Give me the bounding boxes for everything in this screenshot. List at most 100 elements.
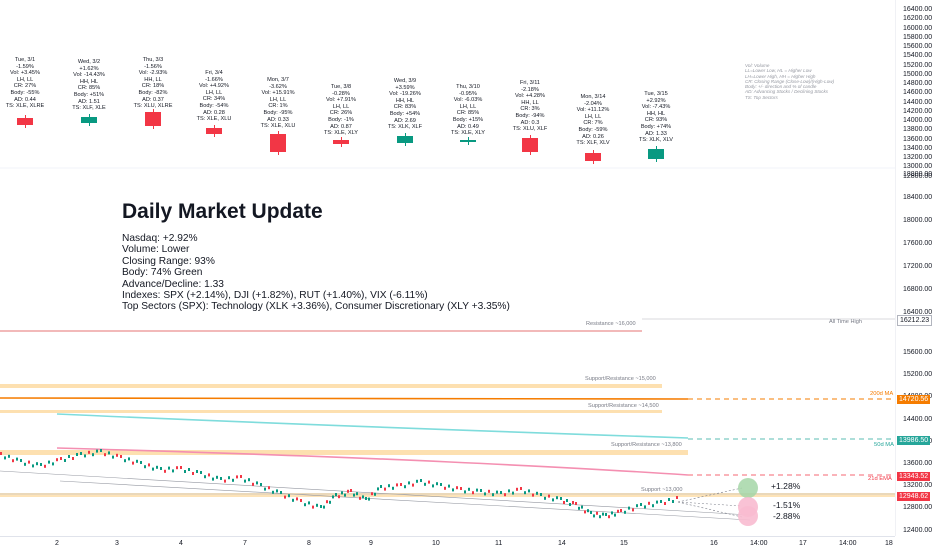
- price-axis[interactable]: [895, 0, 932, 536]
- time-axis-tick: 9: [369, 540, 373, 547]
- projection-down2-marker: [738, 506, 758, 526]
- intraday-candle: [400, 483, 402, 486]
- candle-summary-line: CR: 83%: [393, 104, 417, 111]
- candle-summary-line: +1.62%: [79, 65, 99, 72]
- intraday-candle: [308, 501, 310, 505]
- price-axis-tick: 16800.00: [903, 286, 932, 293]
- intraday-candle: [347, 489, 349, 493]
- intraday-candle: [377, 487, 379, 491]
- intraday-candle: [590, 511, 592, 514]
- intraday-candle: [652, 504, 654, 508]
- candle-summary-line: Body: +51%: [73, 91, 105, 98]
- intraday-candle: [124, 459, 126, 463]
- price-axis-tick: 13600.00: [903, 135, 932, 143]
- intraday-candle: [284, 495, 286, 499]
- candle-summary-line: Body: -59%: [578, 126, 608, 133]
- ema21-label: 21d EMA: [868, 476, 892, 482]
- intraday-candle: [584, 510, 586, 514]
- daily-candle-wick: [468, 137, 469, 145]
- candle-summary-line: Fri, 3/11: [519, 80, 541, 86]
- abbreviation-legend: Vol: Volume LL=Lower Low, HL = Higher Lo…: [745, 63, 834, 100]
- legend-line: AD: Advancing Stocks / Declining Stocks: [745, 89, 829, 95]
- intraday-candle: [260, 483, 262, 486]
- candle-summary-line: CR: 34%: [202, 96, 226, 103]
- intraday-candle: [108, 451, 110, 455]
- time-axis-tick: 10: [432, 540, 440, 547]
- intraday-candle: [602, 512, 604, 516]
- daily-candle-wick: [153, 109, 154, 129]
- all-time-high-label: All Time High: [829, 319, 862, 325]
- intraday-candle: [544, 496, 546, 500]
- candle-summary-line: Vol: -14.43%: [73, 72, 105, 79]
- intraday-candle: [48, 460, 50, 464]
- candle-summary-line: LH, LL: [205, 89, 223, 96]
- time-axis-tick: 16: [710, 540, 718, 547]
- intraday-candle: [326, 500, 328, 504]
- candle-summary-line: TS: XLE, XLU: [196, 116, 232, 123]
- intraday-candle: [220, 477, 222, 480]
- intraday-candle: [128, 457, 130, 461]
- intraday-candle: [176, 466, 178, 470]
- intraday-candle: [668, 498, 670, 501]
- intraday-candle: [204, 475, 206, 479]
- ma200-line: [0, 397, 689, 400]
- intraday-candle: [452, 488, 454, 492]
- intraday-candle: [104, 453, 106, 457]
- intraday-candle: [640, 503, 642, 506]
- price-axis-tick: 15600.00: [903, 43, 932, 50]
- update-title: Daily Market Update: [122, 200, 323, 223]
- legend-line: LH=Lower High, HH = Higher High: [745, 73, 816, 79]
- price-axis-tick: 15600.00: [903, 349, 932, 356]
- intraday-candle: [350, 489, 352, 492]
- intraday-candle: [404, 485, 406, 489]
- candle-summary-line: CR: 3%: [520, 106, 540, 113]
- candle-summary: Fri, 3/11 -2.18% Vol: +4.28% HH, LL CR: 3% Bo…: [498, 80, 562, 133]
- candle-summary-line: TS: XLE, XLRE: [5, 103, 45, 110]
- price-axis-tick: 14000.00: [903, 117, 932, 124]
- intraday-candle: [188, 468, 190, 471]
- intraday-candle: [40, 463, 42, 466]
- intraday-candle: [611, 511, 613, 515]
- time-axis[interactable]: [0, 536, 895, 551]
- intraday-candle: [605, 513, 607, 516]
- intraday-candle: [335, 493, 337, 496]
- intraday-candle: [4, 456, 6, 460]
- candle-summary-line: AD: 0.33: [267, 116, 289, 123]
- intraday-candle: [208, 473, 210, 477]
- projection-up-marker: [738, 478, 758, 498]
- intraday-candle: [384, 487, 386, 491]
- candle-summary-line: LH, LL: [459, 103, 477, 110]
- intraday-candle: [504, 493, 506, 497]
- candle-summary-line: Vol: +15.91%: [261, 90, 295, 97]
- intraday-candle: [556, 496, 558, 500]
- intraday-candle: [448, 484, 450, 488]
- intraday-candle: [624, 510, 626, 514]
- intraday-candle: [524, 491, 526, 495]
- intraday-candle: [632, 508, 634, 512]
- intraday-candle: [548, 494, 550, 498]
- intraday-candle: [36, 462, 38, 466]
- intraday-candle: [192, 472, 194, 475]
- intraday-candle: [392, 486, 394, 490]
- intraday-candle: [575, 502, 577, 505]
- intraday-candle: [608, 515, 610, 519]
- intraday-candle: [148, 463, 150, 467]
- chart-plot[interactable]: [0, 0, 895, 536]
- daily-candle-wick: [656, 146, 657, 162]
- intraday-candle: [476, 488, 478, 492]
- intraday-candle: [296, 497, 298, 501]
- stat-line: Indexes: SPX (+2.14%), DJI (+1.82%), RUT…: [122, 290, 428, 302]
- intraday-candle: [312, 505, 314, 509]
- price-candles: [0, 449, 678, 519]
- candle-summary-line: AD: 0.44: [14, 96, 36, 103]
- candle-summary-line: +3.59%: [395, 84, 415, 91]
- intraday-candle: [280, 491, 282, 494]
- intraday-candle: [676, 496, 678, 499]
- candle-summary-line: HH, HL: [395, 97, 415, 104]
- time-axis-tick: 14:00: [750, 540, 768, 547]
- intraday-candle: [516, 487, 518, 491]
- support-13000-label: Support ~13,000: [641, 487, 683, 493]
- candle-summary-line: CR: 1%: [268, 103, 288, 110]
- intraday-candle: [353, 493, 355, 497]
- candle-summary-line: AD: 2.69: [394, 117, 416, 124]
